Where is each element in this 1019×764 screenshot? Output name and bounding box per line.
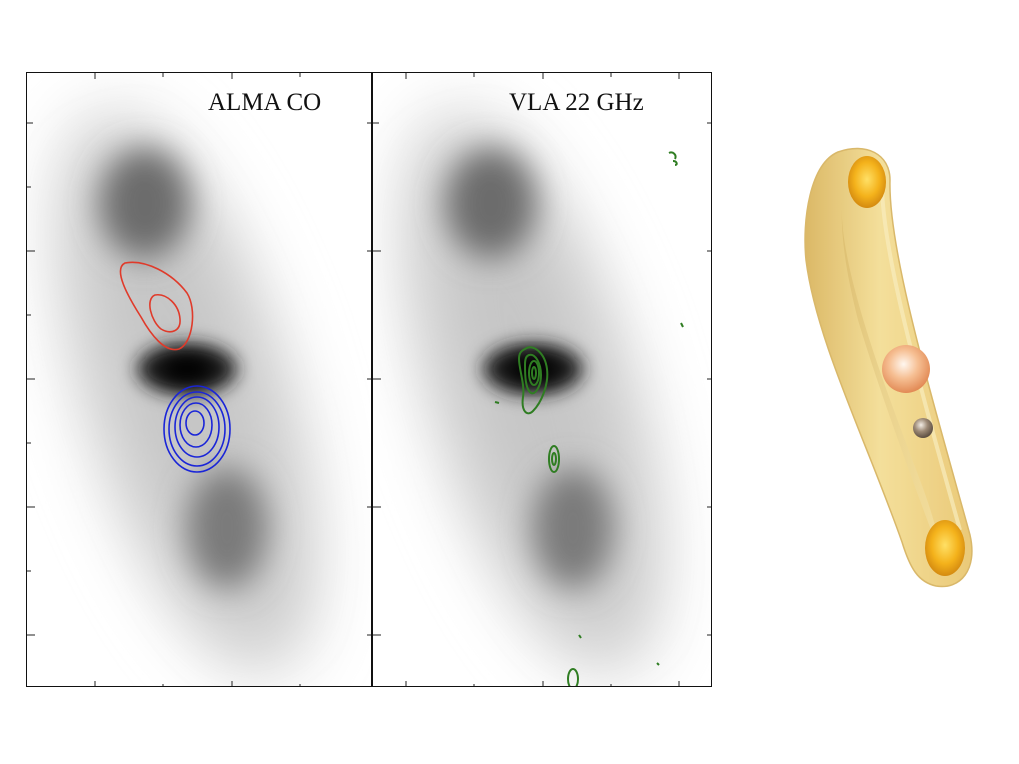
alma-co-label: ALMA CO (208, 89, 322, 116)
bottom-hotspot (925, 520, 965, 576)
companion-source (913, 418, 933, 438)
schematic-drawing (804, 147, 973, 588)
vla-22ghz-label: VLA 22 GHz (509, 89, 644, 116)
alma-co-panel: ALMA CO (26, 72, 372, 687)
vla-22ghz-image (373, 73, 711, 686)
axis-ticks (27, 73, 371, 686)
grayscale-emission (396, 104, 670, 682)
green-contours (494, 151, 684, 686)
grayscale-emission (50, 104, 324, 682)
curved-torus-schematic (770, 140, 992, 602)
red-contours (119, 261, 194, 351)
central-core (882, 345, 930, 393)
axis-ticks (373, 73, 711, 686)
top-hotspot (848, 156, 886, 208)
alma-co-image (27, 73, 371, 686)
blue-contours (163, 385, 231, 473)
torus-inner-band (841, 200, 942, 560)
vla-22ghz-panel: VLA 22 GHz (372, 72, 712, 687)
